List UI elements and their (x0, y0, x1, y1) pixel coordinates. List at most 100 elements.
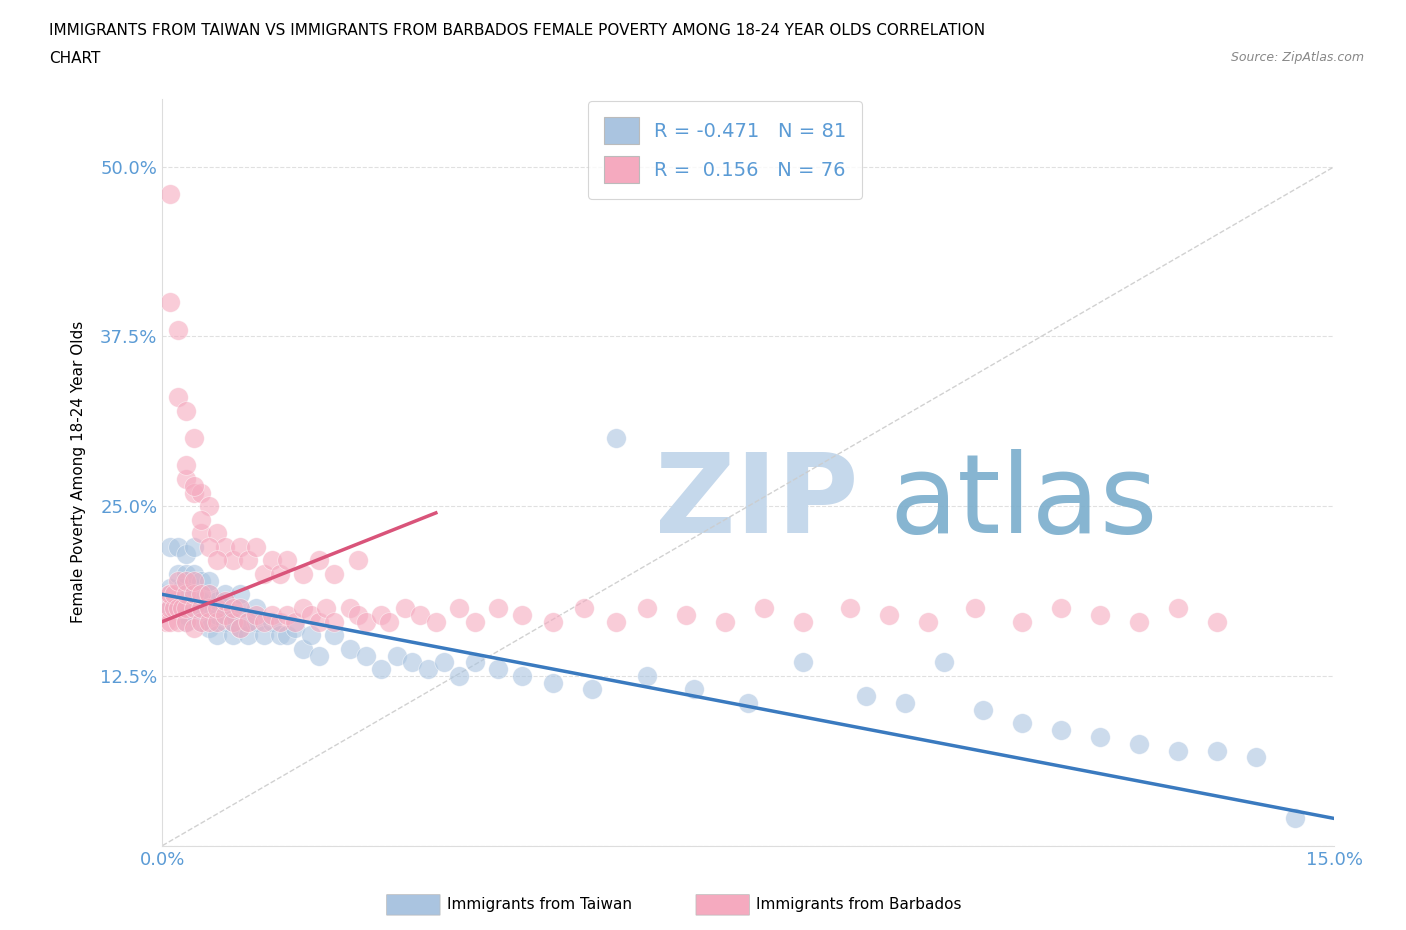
Point (1128, 614, 1150, 629)
Point (284, 621, 307, 636)
Point (1206, 743, 1229, 758)
Point (299, 607, 322, 622)
Point (229, 587, 252, 602)
Point (464, 655, 486, 670)
Point (292, 642, 315, 657)
Point (183, 580, 205, 595)
Point (229, 601, 252, 616)
Point (214, 601, 236, 616)
Point (214, 593, 236, 608)
Point (153, 601, 176, 616)
Point (159, 614, 181, 629)
Point (159, 580, 181, 595)
Point (198, 614, 221, 629)
Point (198, 587, 221, 602)
Point (157, 587, 180, 602)
Point (174, 614, 197, 629)
Y-axis label: Female Poverty Among 18-24 Year Olds: Female Poverty Among 18-24 Year Olds (72, 321, 86, 623)
Point (394, 601, 416, 616)
Point (605, 431, 627, 445)
Point (183, 539, 205, 554)
Point (205, 601, 228, 616)
Point (917, 614, 939, 629)
Point (159, 601, 181, 616)
Point (190, 614, 212, 629)
Point (1088, 729, 1111, 744)
Point (245, 601, 267, 616)
Text: Immigrants from Barbados: Immigrants from Barbados (756, 897, 962, 912)
Point (339, 642, 361, 657)
Point (1050, 601, 1073, 616)
Point (752, 601, 775, 616)
Point (190, 601, 212, 616)
Text: CHART: CHART (49, 51, 101, 66)
Point (1284, 811, 1306, 826)
Point (190, 525, 212, 540)
Point (183, 601, 205, 616)
Point (409, 607, 432, 622)
Point (299, 628, 322, 643)
Point (167, 614, 190, 629)
Point (198, 587, 221, 602)
Point (190, 614, 212, 629)
Point (167, 322, 190, 337)
Point (159, 539, 181, 554)
Point (315, 601, 337, 616)
Point (163, 593, 186, 608)
Point (159, 587, 181, 602)
Point (205, 607, 228, 622)
Point (159, 601, 181, 616)
Point (174, 587, 197, 602)
Point (245, 539, 267, 554)
Point (1167, 743, 1189, 758)
Point (323, 566, 346, 581)
Point (1011, 614, 1033, 629)
Point (167, 566, 190, 581)
Point (170, 601, 193, 616)
Point (221, 628, 243, 643)
Point (1244, 750, 1267, 764)
Point (229, 621, 252, 636)
Point (792, 655, 814, 670)
Point (605, 614, 627, 629)
Point (323, 614, 346, 629)
Point (221, 614, 243, 629)
Point (167, 390, 190, 405)
Point (174, 601, 197, 616)
Point (253, 614, 276, 629)
Point (464, 614, 486, 629)
Point (167, 601, 190, 616)
Point (308, 648, 330, 663)
Point (174, 404, 197, 418)
Point (174, 574, 197, 589)
Point (198, 498, 221, 513)
Point (163, 601, 186, 616)
Point (269, 614, 291, 629)
Point (174, 607, 197, 622)
Point (839, 601, 862, 616)
Point (198, 539, 221, 554)
Point (269, 628, 291, 643)
Point (1011, 716, 1033, 731)
Point (308, 553, 330, 568)
Point (198, 574, 221, 589)
Point (346, 553, 368, 568)
Point (574, 601, 596, 616)
Point (214, 539, 236, 554)
Point (214, 587, 236, 602)
Legend: R = -0.471   N = 81, R =  0.156   N = 76: R = -0.471 N = 81, R = 0.156 N = 76 (588, 101, 862, 199)
Point (292, 601, 315, 616)
Point (190, 601, 212, 616)
Point (510, 669, 533, 684)
Point (190, 512, 212, 527)
Point (401, 655, 423, 670)
Point (245, 614, 267, 629)
Text: Source: ZipAtlas.com: Source: ZipAtlas.com (1230, 51, 1364, 64)
Point (221, 601, 243, 616)
Point (339, 601, 361, 616)
Point (284, 614, 307, 629)
Point (636, 601, 658, 616)
Point (205, 553, 228, 568)
Point (167, 574, 190, 589)
Point (792, 614, 814, 629)
